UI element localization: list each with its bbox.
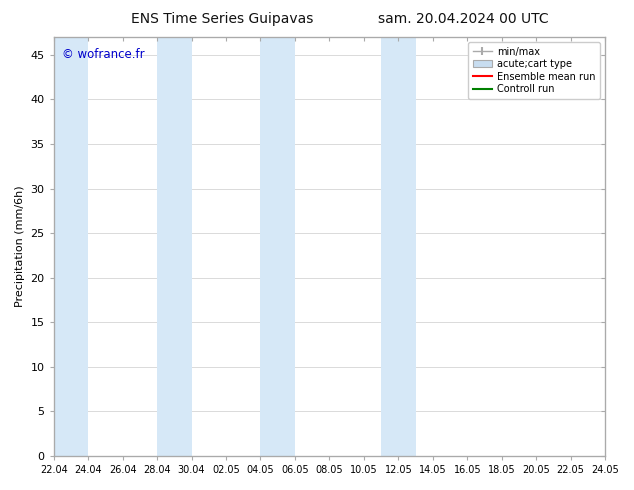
Bar bbox=[157, 37, 191, 456]
Text: ENS Time Series Guipavas: ENS Time Series Guipavas bbox=[131, 12, 313, 26]
Y-axis label: Precipitation (mm/6h): Precipitation (mm/6h) bbox=[15, 186, 25, 307]
Bar bbox=[54, 37, 88, 456]
Text: sam. 20.04.2024 00 UTC: sam. 20.04.2024 00 UTC bbox=[377, 12, 548, 26]
Legend: min/max, acute;cart type, Ensemble mean run, Controll run: min/max, acute;cart type, Ensemble mean … bbox=[468, 42, 600, 99]
Bar bbox=[605, 37, 631, 456]
Text: © wofrance.fr: © wofrance.fr bbox=[62, 48, 145, 61]
Bar bbox=[261, 37, 295, 456]
Bar bbox=[381, 37, 415, 456]
